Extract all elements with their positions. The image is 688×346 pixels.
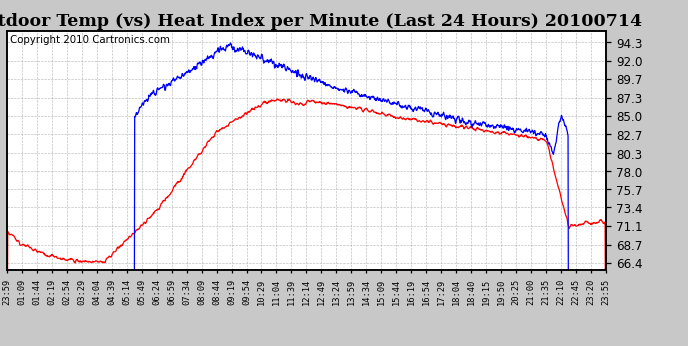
- Text: Copyright 2010 Cartronics.com: Copyright 2010 Cartronics.com: [10, 35, 170, 45]
- Title: Outdoor Temp (vs) Heat Index per Minute (Last 24 Hours) 20100714: Outdoor Temp (vs) Heat Index per Minute …: [0, 13, 642, 30]
